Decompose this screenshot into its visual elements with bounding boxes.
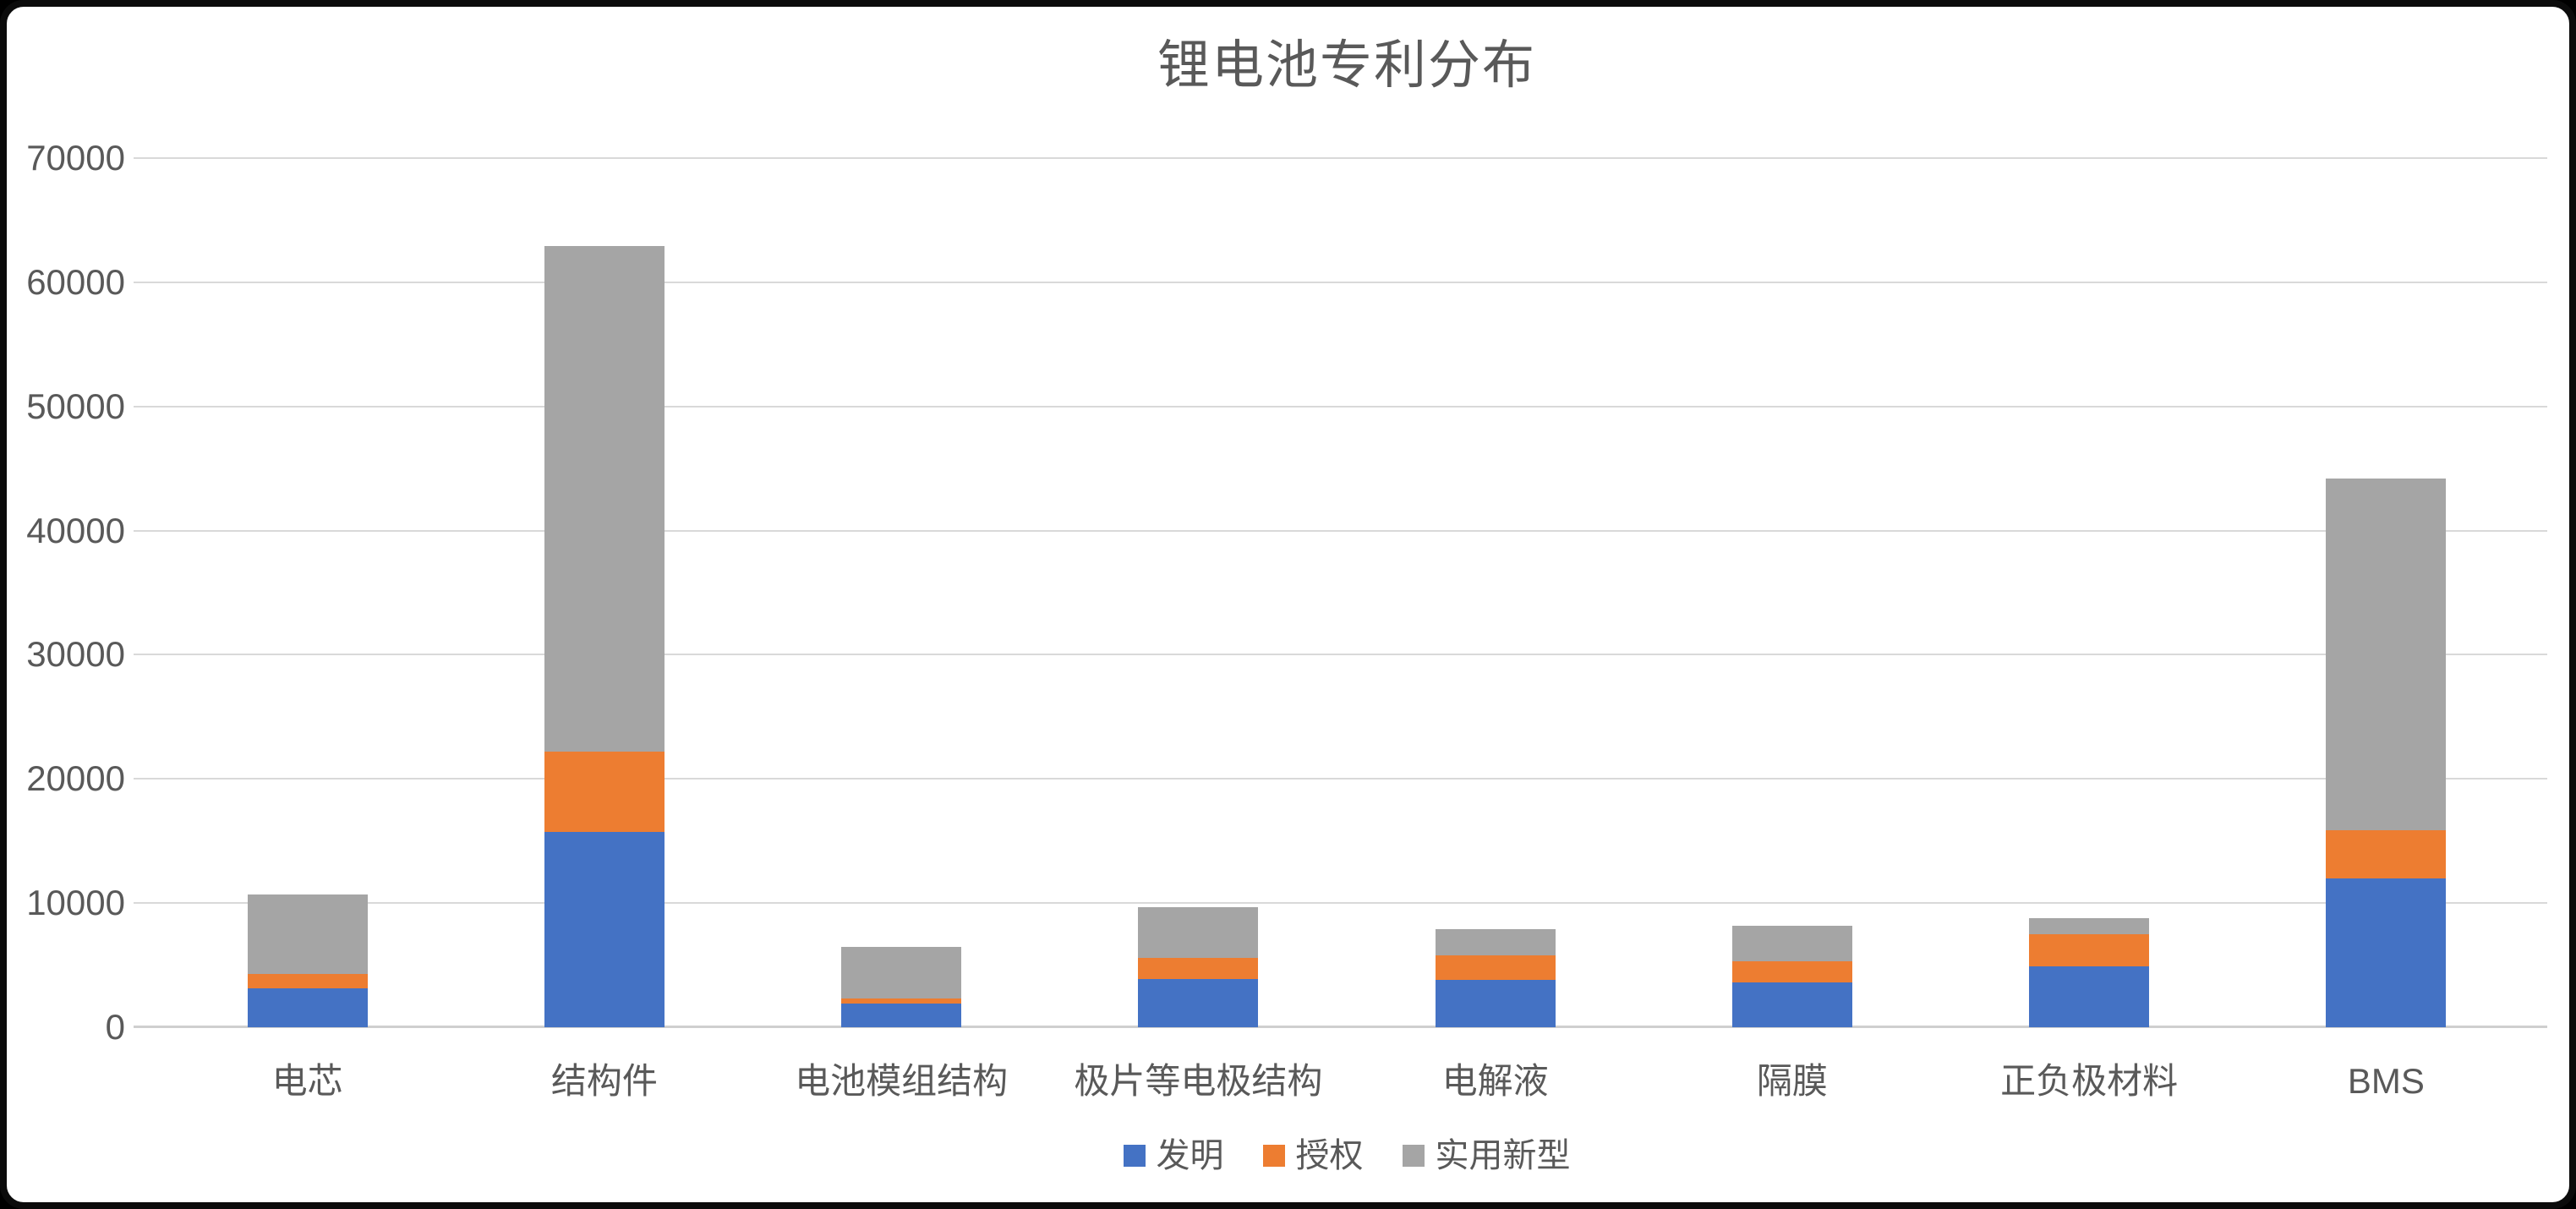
stacked-bar (2029, 917, 2150, 1027)
x-tick-label: 电解液 (1441, 1061, 1549, 1101)
bar-segment (1731, 961, 1852, 983)
stacked-bar (247, 894, 368, 1027)
gridline (134, 778, 2547, 780)
legend-label: 实用新型 (1435, 1137, 1571, 1174)
y-tick-label: 70000 (26, 138, 125, 178)
stacked-bar (544, 246, 665, 1027)
legend-item: 实用新型 (1402, 1133, 1571, 1179)
y-tick-label: 10000 (26, 883, 125, 923)
bar-segment (841, 998, 962, 1004)
x-axis: 电芯 结构件 电池模组结构 极片等电极结构 电解液 隔膜 正负极材料 BMS (159, 1058, 2535, 1105)
bar-segment (1435, 929, 1556, 955)
stacked-bar (2326, 478, 2447, 1027)
x-tick-label: 电芯 (271, 1061, 343, 1101)
gridline (134, 405, 2547, 408)
y-tick-label: 40000 (26, 510, 125, 550)
chart-legend: 发明 授权 实用新型 (159, 1133, 2535, 1179)
bar-segment (1731, 982, 1852, 1027)
bar-slot (1050, 158, 1347, 1027)
x-tick-label: 结构件 (550, 1061, 658, 1101)
bar-slot (753, 158, 1050, 1027)
y-axis: 0 10000 20000 30000 40000 50000 60000 70000 (7, 140, 125, 1045)
y-tick-label: 60000 (26, 261, 125, 302)
stacked-bar (1138, 906, 1259, 1027)
x-tick-label: 正负极材料 (2000, 1061, 2179, 1101)
plot-area (134, 157, 2547, 1028)
bar-segment (544, 751, 665, 833)
bar-segment (841, 1004, 962, 1027)
bar-segment (2326, 829, 2447, 878)
legend-label: 发明 (1156, 1137, 1224, 1174)
x-axis-line (134, 1026, 2547, 1028)
bar-slot (1941, 158, 2238, 1027)
bar-segment (1138, 978, 1259, 1027)
bar-segment (2029, 933, 2150, 967)
stacked-bar (1731, 925, 1852, 1027)
legend-swatch-icon (1123, 1145, 1146, 1167)
y-tick-label: 0 (105, 1007, 125, 1047)
bar-segment (1138, 906, 1259, 958)
y-tick-label: 30000 (26, 634, 125, 675)
bar-segment (247, 894, 368, 974)
legend-swatch-icon (1402, 1145, 1425, 1167)
bar-slot (456, 158, 752, 1027)
bar-segment (2326, 878, 2447, 1027)
gridline (134, 902, 2547, 905)
y-tick-label: 20000 (26, 758, 125, 799)
x-tick-label: 极片等电极结构 (1074, 1061, 1323, 1101)
gridline (134, 654, 2547, 656)
legend-label: 授权 (1295, 1137, 1364, 1174)
bar-slot (159, 158, 456, 1027)
bar-segment (1731, 925, 1852, 962)
chart-title: 锂电池专利分布 (1157, 36, 1536, 95)
bar-segment (2029, 917, 2150, 934)
bar-segment (544, 832, 665, 1027)
bar-segment (841, 946, 962, 999)
bar-segment (247, 988, 368, 1027)
bars-layer (159, 158, 2535, 1027)
bar-segment (1435, 955, 1556, 981)
bar-slot (1643, 158, 1940, 1027)
gridline (134, 281, 2547, 283)
bar-segment (544, 246, 665, 752)
legend-swatch-icon (1262, 1145, 1285, 1167)
x-tick-label: 电池模组结构 (795, 1061, 1009, 1101)
bar-slot (1347, 158, 1643, 1027)
y-tick-label: 50000 (26, 386, 125, 426)
bar-segment (247, 973, 368, 989)
legend-item: 发明 (1123, 1133, 1224, 1179)
gridline (134, 157, 2547, 159)
x-tick-label: 隔膜 (1756, 1061, 1828, 1101)
x-tick-label: BMS (2347, 1061, 2425, 1101)
stacked-bar (1435, 929, 1556, 1027)
legend-item: 授权 (1262, 1133, 1364, 1179)
bar-segment (1138, 957, 1259, 979)
stacked-bar (841, 946, 962, 1027)
bar-segment (2326, 478, 2447, 830)
gridline (134, 529, 2547, 532)
bar-segment (1435, 980, 1556, 1027)
bar-slot (2238, 158, 2535, 1027)
bar-segment (2029, 966, 2150, 1027)
